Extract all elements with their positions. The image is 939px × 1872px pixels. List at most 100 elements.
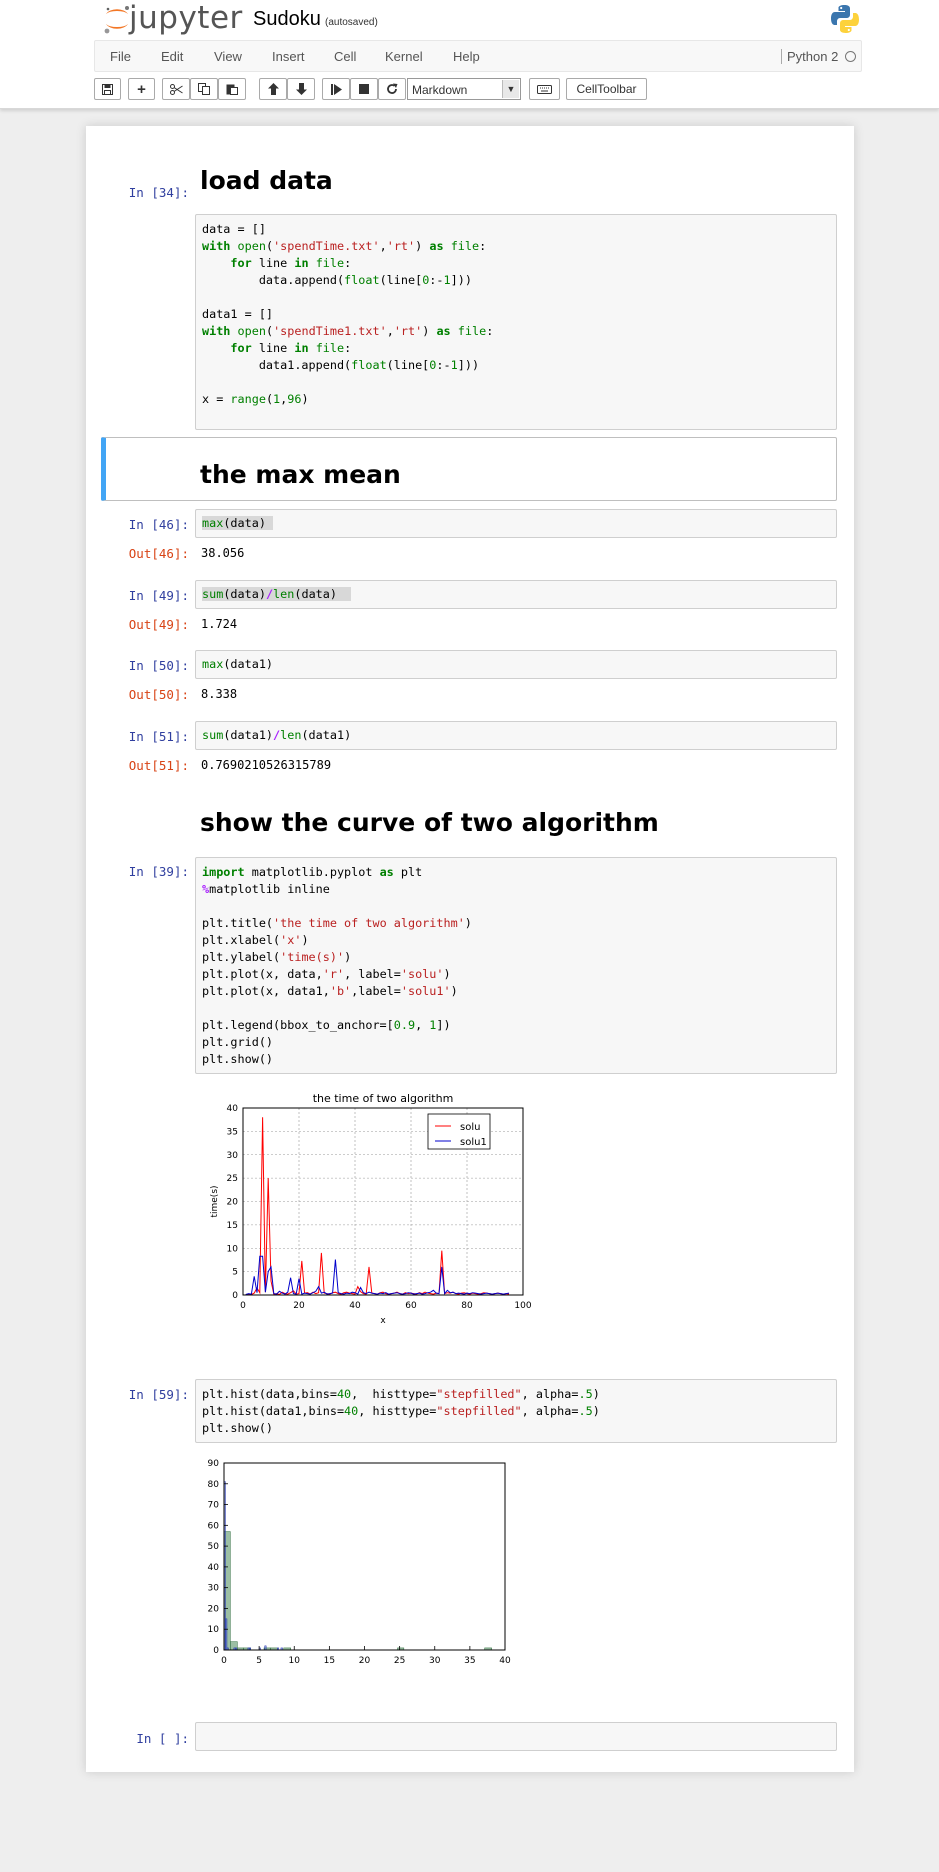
cell-50-output: 8.338 <box>201 687 238 701</box>
cell-50-input[interactable]: max(data1) <box>195 650 837 679</box>
x-tick-label: 40 <box>499 1656 511 1666</box>
insert-cell-button[interactable]: + <box>128 78 155 100</box>
menu-edit[interactable]: Edit <box>161 49 184 64</box>
kernel-name: Python 2 <box>781 49 838 64</box>
notebook-name[interactable]: Sudoku <box>253 8 321 30</box>
y-tick-label: 20 <box>227 1198 239 1208</box>
x-axis-label: x <box>380 1316 386 1326</box>
scissors-icon <box>169 83 183 95</box>
save-button[interactable] <box>94 78 121 100</box>
cell-34-input[interactable]: data = [] with open('spendTime.txt','rt'… <box>195 214 837 430</box>
command-palette-button[interactable] <box>529 78 560 100</box>
x-tick-label: 30 <box>429 1656 441 1666</box>
x-tick-label: 35 <box>464 1656 475 1666</box>
cell-39-prompt: In [39]: <box>128 864 189 879</box>
chart-title: the time of two algorithm <box>313 1092 454 1105</box>
menu-insert[interactable]: Insert <box>272 49 305 64</box>
refresh-icon <box>387 83 398 94</box>
paste-button[interactable] <box>218 78 246 100</box>
x-tick-label: 10 <box>289 1656 301 1666</box>
cut-button[interactable] <box>162 78 190 100</box>
arrow-up-icon <box>267 83 279 95</box>
cell-46-output: 38.056 <box>201 546 245 560</box>
heading-max-mean[interactable]: the max mean <box>200 460 401 489</box>
cell-51-prompt: In [51]: <box>128 729 189 744</box>
y-tick-label: 0 <box>213 1646 219 1656</box>
menu-cell[interactable]: Cell <box>334 49 357 64</box>
autosave-status: (autosaved) <box>325 17 378 28</box>
cell-51-input[interactable]: sum(data1)/len(data1) <box>195 721 837 750</box>
menu-view[interactable]: View <box>214 49 242 64</box>
notebook-container: load data In [34]: data = [] with open('… <box>86 126 854 1772</box>
x-tick-label: 25 <box>394 1656 405 1666</box>
cell-39-input[interactable]: import matplotlib.pyplot as plt %matplot… <box>195 857 837 1074</box>
y-tick-label: 80 <box>208 1480 220 1490</box>
move-up-button[interactable] <box>259 78 287 100</box>
y-axis-label: time(s) <box>210 1185 220 1217</box>
cell-46-out-prompt: Out[46]: <box>128 546 189 561</box>
heading-show-curve[interactable]: show the curve of two algorithm <box>200 808 659 837</box>
stop-icon <box>359 84 369 94</box>
y-tick-label: 20 <box>208 1604 220 1614</box>
y-tick-label: 90 <box>208 1459 220 1469</box>
y-tick-label: 70 <box>208 1501 220 1511</box>
heading-load-data[interactable]: load data <box>200 166 333 195</box>
y-tick-label: 60 <box>208 1521 220 1531</box>
y-tick-label: 30 <box>208 1584 220 1594</box>
run-button[interactable] <box>322 78 350 100</box>
paste-icon <box>226 84 238 95</box>
series-line-solu1 <box>245 1255 510 1295</box>
plot-frame <box>223 1462 506 1651</box>
y-tick-label: 50 <box>208 1542 220 1552</box>
cell-49-input[interactable]: sum(data)/len(data) <box>195 580 837 609</box>
cell-59-prompt: In [59]: <box>128 1387 189 1402</box>
legend-label-solu: solu <box>460 1122 480 1133</box>
cell-59-input[interactable]: plt.hist(data,bins=40, histtype="stepfil… <box>195 1379 837 1443</box>
cell-49-output: 1.724 <box>201 617 238 631</box>
y-tick-label: 30 <box>227 1151 239 1161</box>
cell-50-out-prompt: Out[50]: <box>128 687 189 702</box>
keyboard-icon <box>537 84 552 94</box>
histogram-chart: 0 5 10 15 20 25 30 35 40 0 10 20 30 40 50 60 70 80 90 <box>208 1459 511 1666</box>
cell-51-output: 0.7690210526315789 <box>201 758 332 772</box>
x-tick-label: 15 <box>324 1656 335 1666</box>
y-tick-label: 35 <box>227 1127 238 1137</box>
cell-49-prompt: In [49]: <box>128 588 189 603</box>
restart-button[interactable] <box>378 78 406 100</box>
selected-markdown-cell[interactable] <box>101 437 837 501</box>
y-tick-label: 0 <box>232 1291 238 1301</box>
x-tick-label: 0 <box>240 1301 246 1311</box>
legend-box <box>427 1113 491 1150</box>
jupyter-logo-text: jupyter <box>129 0 243 36</box>
menu-kernel[interactable]: Kernel <box>385 49 423 64</box>
x-tick-label: 5 <box>256 1656 262 1666</box>
copy-button[interactable] <box>190 78 218 100</box>
jupyter-logo-icon[interactable] <box>100 2 240 38</box>
x-tick-label: 20 <box>359 1656 371 1666</box>
x-tick-label: 100 <box>514 1301 531 1311</box>
cell-50-prompt: In [50]: <box>128 658 189 673</box>
cell-46-input[interactable]: max(data) <box>195 509 837 538</box>
celltoolbar-button[interactable]: CellToolbar <box>566 78 647 100</box>
y-tick-label: 40 <box>227 1104 239 1114</box>
menu-help[interactable]: Help <box>453 49 480 64</box>
cell-51-out-prompt: Out[51]: <box>128 758 189 773</box>
arrow-down-icon <box>295 83 307 95</box>
y-tick-label: 40 <box>208 1563 220 1573</box>
kernel-status-icon <box>845 51 856 62</box>
interrupt-button[interactable] <box>350 78 378 100</box>
cell-34-code: data = [] with open('spendTime.txt','rt'… <box>202 222 494 406</box>
cell-type-select[interactable]: Markdown ▼ <box>407 78 521 100</box>
cell-46-code: max(data) <box>202 516 274 530</box>
cell-type-value: Markdown <box>412 83 468 97</box>
cell-59-code: plt.hist(data,bins=40, histtype="stepfil… <box>202 1387 600 1435</box>
x-tick-label: 40 <box>349 1301 361 1311</box>
y-tick-label: 25 <box>227 1174 238 1184</box>
hist-bar-data1 <box>264 1645 267 1651</box>
empty-cell-input[interactable] <box>195 1722 837 1751</box>
step-forward-icon <box>330 83 342 95</box>
move-down-button[interactable] <box>287 78 315 100</box>
line-chart: 0 20 40 60 80 100 0 5 10 15 20 25 30 35 40 the time of … <box>210 1092 532 1326</box>
menu-file[interactable]: File <box>110 49 131 64</box>
y-tick-label: 15 <box>227 1221 238 1231</box>
